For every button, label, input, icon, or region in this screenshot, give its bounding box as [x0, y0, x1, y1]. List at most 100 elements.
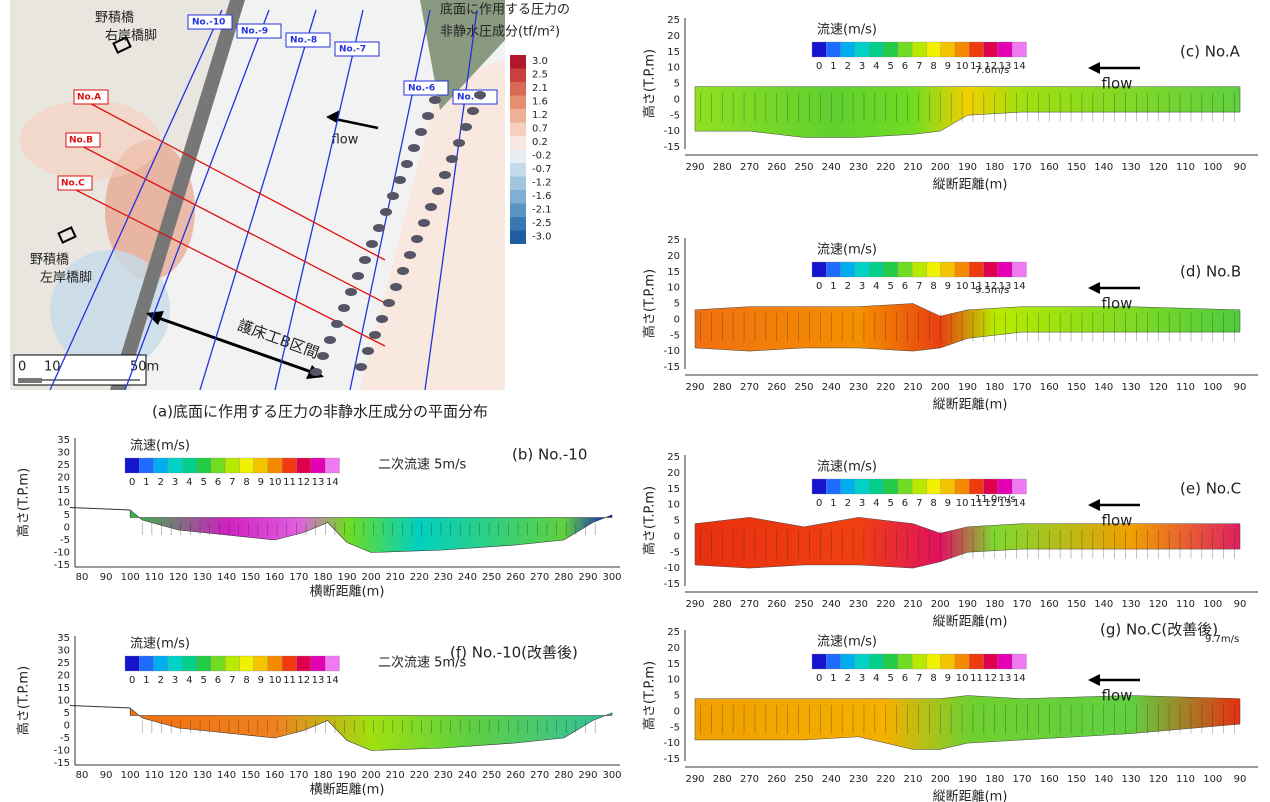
colorbar-cell	[139, 655, 154, 672]
zone-arrow	[149, 313, 321, 377]
scale-label: 10	[44, 360, 61, 375]
x-tick-label: 200	[931, 162, 950, 173]
section-tag-label: No.-5	[457, 93, 484, 103]
arrowhead	[1088, 499, 1100, 511]
colorbar-cell	[182, 655, 197, 672]
colorbar-tick: 5	[887, 498, 893, 509]
x-axis-label: 横断距離(m)	[310, 783, 385, 798]
colorbar-label: -1.6	[532, 191, 552, 202]
section-tag	[403, 80, 449, 96]
x-tick-label: 80	[76, 572, 89, 583]
colorbar-label: 0.2	[532, 137, 548, 148]
bridge-label: 野積橋	[30, 253, 69, 268]
x-tick-label: 170	[1012, 774, 1031, 785]
block	[394, 176, 406, 184]
colorbar-cell	[196, 457, 211, 474]
colorbar-label: -2.1	[532, 205, 552, 216]
colorbar-tick: 13	[999, 281, 1012, 292]
colorbar-title: 流速(m/s)	[130, 637, 190, 652]
colorbar-tick: 0	[129, 477, 135, 488]
x-tick-label: 240	[822, 162, 841, 173]
colorbar-cell	[869, 653, 884, 670]
colorbar-tick: 1	[830, 61, 836, 72]
section-line	[274, 9, 364, 391]
x-tick-label: 130	[193, 572, 212, 583]
colorbar-tick: 2	[158, 675, 164, 686]
bridge-label: 右岸橋脚	[105, 28, 157, 44]
colorbar-cell	[983, 261, 999, 278]
colorbar-tick: 5	[200, 477, 206, 488]
colorbar-tick: 12	[297, 477, 310, 488]
x-tick-label: 230	[849, 599, 868, 610]
colorbar-tick: 11	[283, 477, 296, 488]
x-tick-label: 230	[849, 382, 868, 393]
x-tick-label: 280	[713, 382, 732, 393]
x-tick-label: 250	[794, 382, 813, 393]
x-tick-label: 90	[1234, 774, 1247, 785]
colorbar-cell	[510, 176, 526, 190]
y-tick-label: 10	[57, 696, 70, 707]
x-tick-label: 130	[1121, 162, 1140, 173]
colorbar-cell	[510, 217, 526, 231]
x-tick-label: 200	[931, 599, 950, 610]
x-tick-label: 110	[145, 572, 164, 583]
y-tick-label: -5	[60, 733, 70, 744]
colorbar-cell	[940, 41, 956, 58]
x-tick-label: 120	[1149, 599, 1168, 610]
colorbar-tick: 2	[845, 673, 851, 684]
colorbar-tick: 0	[129, 675, 135, 686]
x-tick-label: 230	[434, 572, 453, 583]
colorbar-tick: 12	[984, 61, 997, 72]
x-tick-label: 300	[602, 572, 621, 583]
x-tick-label: 200	[931, 774, 950, 785]
y-tick-label: -15	[54, 758, 70, 769]
x-axis-label: 横断距離(m)	[310, 585, 385, 600]
colorbar-tick: 7	[916, 281, 922, 292]
colorbar-cell	[869, 41, 884, 58]
pressure-zone	[105, 140, 195, 280]
block	[411, 235, 423, 243]
pressure-zone	[360, 60, 505, 390]
colorbar-tick: 14	[1013, 61, 1026, 72]
x-tick-label: 110	[145, 770, 164, 781]
x-tick-label: 220	[876, 382, 895, 393]
block	[397, 267, 409, 275]
x-tick-label: 120	[1149, 162, 1168, 173]
block	[373, 224, 385, 232]
colorbar-cell	[253, 655, 269, 672]
colorbar-cell	[940, 478, 956, 495]
y-tick-label: 15	[667, 47, 680, 58]
block	[439, 171, 451, 179]
x-tick-label: 220	[410, 572, 429, 583]
colorbar-tick: 7	[916, 498, 922, 509]
colorbar-cell	[239, 655, 254, 672]
y-tick-label: -5	[670, 110, 680, 121]
y-tick-label: 20	[57, 473, 70, 484]
x-tick-label: 260	[767, 599, 786, 610]
colorbar-cell	[167, 655, 183, 672]
colorbar-tick: 5	[887, 61, 893, 72]
colorbar-tick: 13	[312, 477, 325, 488]
y-tick-label: 0	[674, 706, 680, 717]
block	[460, 123, 472, 131]
colorbar-tick: 10	[956, 61, 969, 72]
x-tick-label: 280	[713, 162, 732, 173]
colorbar-cell	[897, 261, 913, 278]
colorbar-tick: 11	[970, 673, 983, 684]
y-tick-label: 20	[667, 31, 680, 42]
colorbar-cell	[296, 655, 312, 672]
arrowhead	[1088, 62, 1100, 74]
x-tick-label: 250	[794, 599, 813, 610]
x-tick-label: 210	[903, 774, 922, 785]
colorbar-cell	[167, 457, 183, 474]
colorbar-cell	[325, 655, 340, 672]
x-tick-label: 290	[685, 599, 704, 610]
y-tick-label: -10	[664, 563, 680, 574]
colorbar-cell	[883, 261, 898, 278]
legend-title: 非静水圧成分(tf/m²)	[440, 25, 560, 40]
block	[317, 352, 329, 360]
x-tick-label: 140	[217, 572, 236, 583]
colorbar-cell	[983, 41, 999, 58]
colorbar-tick: 4	[873, 61, 879, 72]
y-tick-label: -15	[54, 560, 70, 571]
